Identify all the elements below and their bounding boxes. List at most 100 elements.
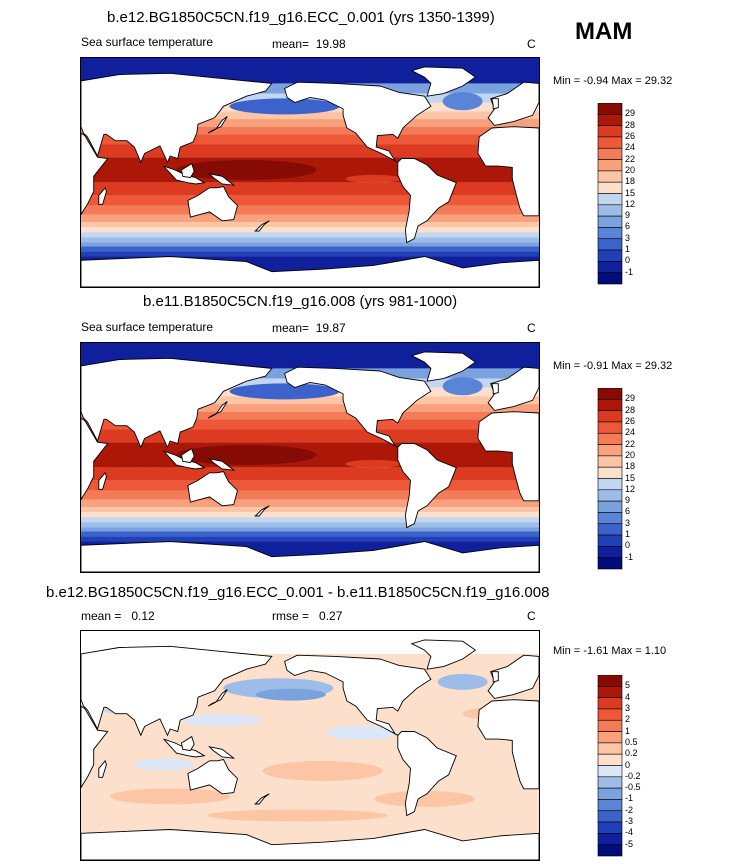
colorbar-tick-label: 28 [625,404,636,415]
land-newguinea [208,173,236,186]
land-nz [254,220,270,232]
natl-cold [442,377,483,396]
sst-band [81,404,539,412]
colorbar-tick-label: -3 [625,816,634,827]
sst-band [81,378,539,388]
colorbar-swatch [597,697,623,710]
epac-tongue [345,174,402,183]
sst-band [81,396,539,405]
land-borneo [180,447,195,464]
panel1-mean: mean= 19.98 [272,37,346,51]
panel1-title: b.e12.BG1850C5CN.f19_g16.ECC_0.001 (yrs … [107,9,495,26]
colorbar-swatch [597,399,623,411]
panel3-title: b.e12.BG1850C5CN.f19_g16.ECC_0.001 - b.e… [46,584,550,601]
panel1-min-value: -0.94 [583,75,609,87]
colorbar-tick-label: 0.2 [625,748,638,759]
land-nz [254,793,270,805]
diff-anomaly [374,790,475,807]
sst-band [81,126,539,135]
panel1-mean-label: mean= [272,37,310,51]
land-borneo [180,162,195,179]
land-uk [491,98,499,110]
colorbar-swatch [597,444,623,457]
colorbar-swatch [597,546,623,558]
panel2-max-label: Max = [611,360,642,372]
panel1-max-label: Max = [611,75,642,87]
panel3-max-value: 1.10 [644,645,667,657]
panel2-min-value: -0.91 [583,360,609,372]
colorbar-swatch [597,181,623,194]
colorbar-tick-label: 9 [625,210,631,221]
indian-warm [98,453,179,468]
panel1-min-label: Min = [553,75,581,87]
panel2-units: C [527,321,536,335]
sst-band [81,242,539,247]
colorbar-tick-label: 6 [625,221,631,232]
sst-band [81,531,539,537]
colorbar-tick-label: -0.2 [625,770,641,781]
panel3-min-value: -1.61 [583,645,609,657]
colorbar-swatch [597,147,623,160]
colorbar-tick-label: 6 [625,506,631,517]
colorbar-tick-label: 18 [625,461,636,472]
panel3-units: C [527,609,536,623]
land-greenland [410,639,477,670]
colorbar-tick-label: 29 [625,393,636,404]
sst-band [81,499,539,508]
warm-pool [176,444,317,465]
colorbar-swatch [597,500,623,513]
sst-band [81,512,539,518]
colorbar-swatch [597,753,623,766]
colorbar-swatch [597,787,623,800]
sst-band [81,517,539,523]
season-label: MAM [575,18,633,45]
colorbar-tick-label: 1 [625,244,631,255]
colorbar-swatch [597,731,623,744]
npac-cold [229,383,340,400]
land-newguinea [208,458,236,471]
land-antarctica [81,541,539,572]
panel1-map [80,57,540,288]
colorbar-tick-label: -5 [625,838,634,849]
colorbar-swatch [597,238,623,251]
land-eurasia [81,357,273,449]
land-samerica [397,443,457,529]
colorbar-tick-label: -1 [625,793,634,804]
colorbar-swatch [597,159,623,172]
diff-anomaly [255,688,326,701]
colorbar-tick-label: 5 [625,680,631,691]
colorbar-tick-label: 0 [625,759,631,770]
colorbar-swatch [597,844,623,857]
colorbar-swatch [597,215,623,228]
colorbar-swatch [597,742,623,755]
colorbar-swatch [597,193,623,206]
land-europeW [487,654,539,699]
land-australia [187,758,239,795]
land-borneo [180,735,195,752]
sst-band [81,182,539,196]
diff-anomaly [207,809,388,822]
land-newguinea [208,746,236,759]
panel1-minmax: Min = -0.94 Max = 29.32 [553,75,672,87]
colorbar-swatch [597,719,623,732]
indian-warm [98,168,179,183]
colorbar-swatch [597,103,623,115]
colorbar-tick-label: 1 [625,725,631,736]
colorbar-swatch [597,523,623,536]
panel1-mean-value: 19.98 [315,37,346,51]
colorbar-tick-label: 20 [625,449,636,460]
colorbar-tick-label: -0.5 [625,782,641,793]
sst-band [81,507,539,513]
epac-tongue [345,459,402,468]
colorbar-swatch [597,455,623,468]
panel3-max-label: Max = [611,645,642,657]
colorbar-swatch [597,272,623,285]
land-africa [81,132,109,216]
colorbar-tick-label: -1 [625,266,634,277]
land-eurasia [81,645,273,737]
colorbar-swatch [597,249,623,262]
colorbar-tick-label: 26 [625,415,636,426]
panel2-min-label: Min = [553,360,581,372]
panel1-variable: Sea surface temperature [81,35,214,49]
panel3-map [80,630,540,861]
